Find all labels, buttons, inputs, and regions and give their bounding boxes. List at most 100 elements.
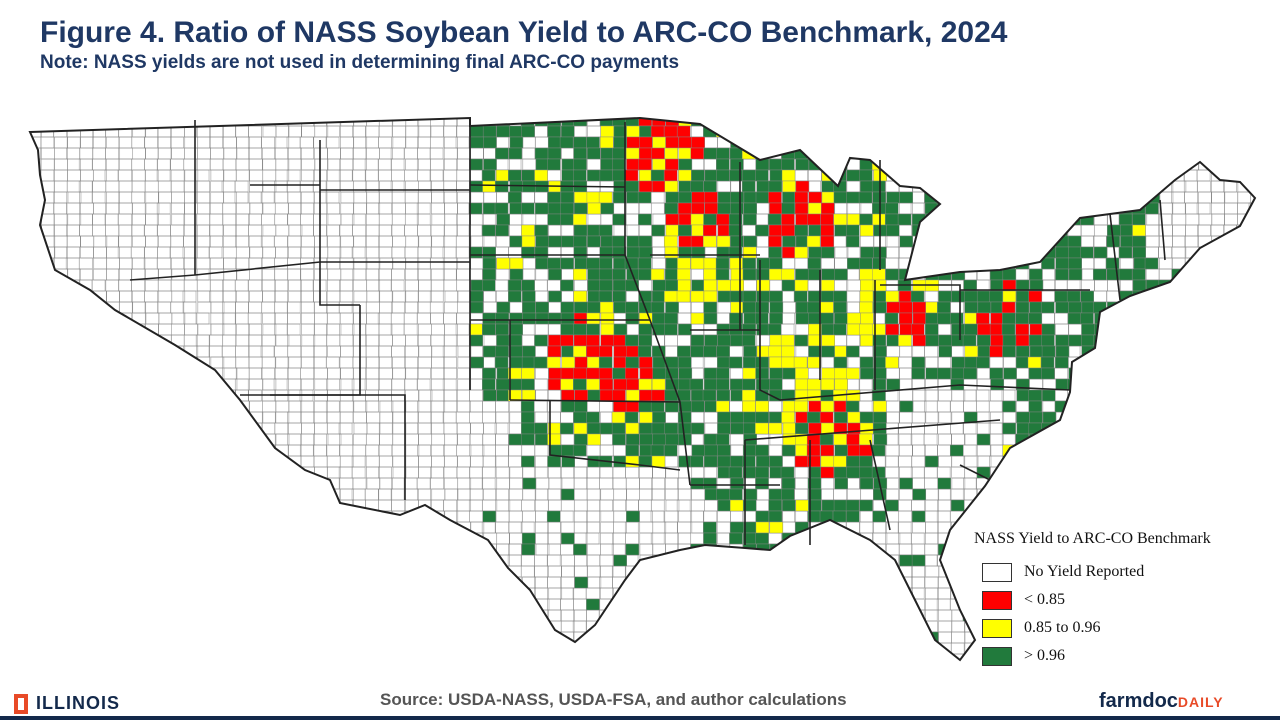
county-fill-green (1002, 169, 1017, 182)
county-cell (859, 118, 873, 127)
county-cell (443, 444, 457, 457)
county-cell (405, 136, 419, 149)
county-cell (196, 466, 211, 479)
county-cell (1080, 268, 1095, 281)
county-cell (209, 433, 223, 446)
county-cell (66, 246, 80, 259)
county-cell (248, 642, 262, 655)
county-cell (326, 521, 340, 534)
county-cell (521, 609, 536, 622)
county-cell (1014, 268, 1029, 281)
county-cell (600, 444, 614, 457)
county-cell (938, 147, 952, 160)
county-cell (365, 444, 379, 457)
county-cell (1197, 499, 1211, 512)
county-cell (456, 620, 470, 633)
county-cell (30, 378, 42, 391)
county-cell (248, 488, 263, 501)
county-cell (990, 257, 1004, 270)
county-cell (872, 565, 887, 578)
county-cell (1105, 334, 1120, 347)
county-cell (431, 323, 445, 336)
county-cell (1210, 147, 1224, 160)
county-cell (1211, 488, 1225, 501)
county-fill-green (1067, 158, 1081, 171)
county-cell (416, 609, 431, 622)
county-cell (30, 565, 41, 578)
county-cell (1119, 125, 1133, 138)
county-cell (40, 653, 55, 660)
county-cell (535, 543, 550, 556)
county-cell (963, 400, 977, 413)
county-cell (911, 477, 925, 490)
county-cell (197, 631, 211, 644)
county-cell (183, 444, 197, 457)
county-cell (508, 213, 522, 226)
county-cell (1094, 125, 1109, 138)
county-cell (509, 224, 523, 237)
county-cell (209, 334, 224, 347)
county-cell (573, 488, 588, 501)
county-fill-green (834, 118, 848, 127)
county-cell (494, 455, 509, 468)
county-cell (274, 257, 288, 270)
county-cell (1105, 180, 1120, 193)
county-cell (470, 587, 485, 600)
county-cell (327, 147, 341, 160)
county-cell (403, 477, 418, 490)
county-cell (79, 433, 93, 446)
county-fill-green (820, 136, 834, 149)
county-cell (806, 565, 821, 578)
county-cell (157, 422, 171, 435)
county-cell (586, 466, 600, 479)
county-cell (430, 422, 445, 435)
county-cell (30, 411, 42, 424)
county-cell (624, 521, 639, 534)
county-cell (652, 620, 666, 633)
county-cell (118, 356, 132, 369)
county-cell (858, 598, 873, 611)
county-cell (521, 499, 535, 512)
county-cell (352, 224, 366, 237)
county-cell (977, 213, 991, 226)
county-cell (1249, 389, 1255, 402)
county-cell (171, 257, 185, 270)
county-cell (378, 444, 393, 457)
county-cell (572, 620, 587, 633)
county-cell (325, 400, 340, 413)
county-fill-green (859, 169, 873, 182)
county-fill-green (573, 158, 587, 171)
county-cell (469, 576, 484, 589)
county-cell (30, 257, 42, 270)
county-fill-green (807, 147, 822, 160)
county-cell (197, 158, 211, 171)
county-cell (794, 565, 808, 578)
county-cell (106, 477, 120, 490)
county-cell (405, 279, 419, 292)
county-cell (53, 191, 68, 204)
county-cell (600, 587, 614, 600)
county-cell (924, 224, 939, 237)
county-cell (208, 653, 223, 660)
county-cell (249, 532, 263, 545)
county-cell (416, 158, 431, 171)
county-cell (67, 235, 81, 248)
county-cell (1040, 433, 1055, 446)
county-cell (183, 334, 198, 347)
county-cell (833, 136, 848, 149)
county-cell (131, 202, 146, 215)
county-cell (1080, 444, 1094, 457)
county-cell (457, 202, 471, 215)
county-cell (41, 598, 56, 611)
county-cell (793, 598, 808, 611)
county-cell (287, 191, 301, 204)
county-cell (1081, 356, 1095, 369)
county-cell (677, 642, 691, 655)
county-cell (1067, 400, 1081, 413)
county-cell (988, 136, 1003, 149)
county-cell (66, 118, 80, 127)
county-cell (340, 268, 355, 281)
county-cell (365, 565, 380, 578)
county-cell (1171, 202, 1186, 215)
county-cell (1236, 268, 1251, 281)
